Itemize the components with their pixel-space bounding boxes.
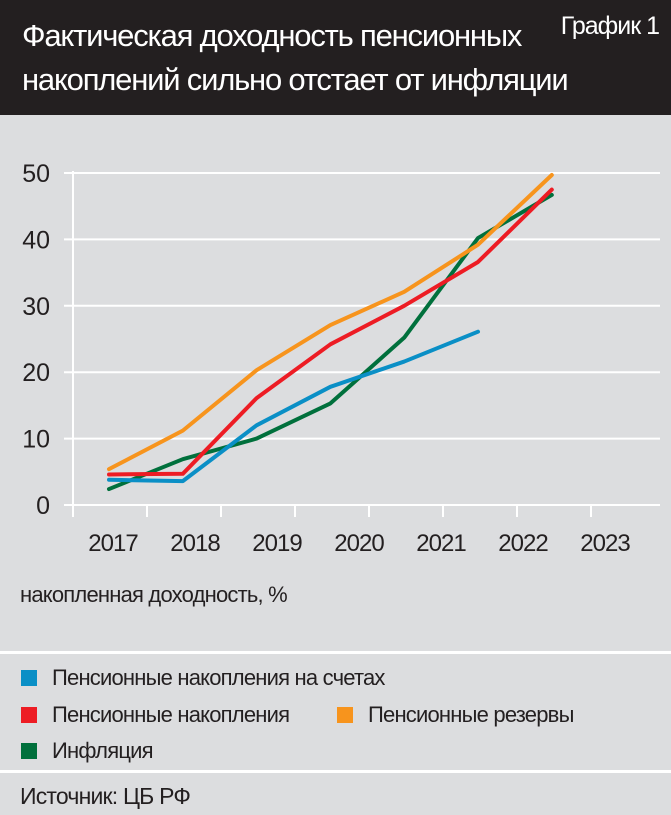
series-line-3: [107, 192, 554, 492]
divider: [0, 770, 671, 773]
legend-swatch: [21, 743, 37, 759]
legend-swatch: [337, 707, 353, 723]
legend-label: Пенсионные накопления: [52, 702, 290, 727]
legend-label: Пенсионные резервы: [368, 702, 574, 727]
chart-title: Фактическая доходность пенсионных накопл…: [22, 18, 569, 97]
source-note: Источник: ЦБ РФ: [20, 783, 191, 809]
x-tick-label: 2023: [580, 530, 630, 557]
x-tick-label: 2020: [334, 530, 384, 557]
series-line-2: [107, 172, 554, 472]
y-tick-label: 30: [22, 293, 50, 321]
x-tick-label: 2021: [416, 530, 466, 557]
legend-label: Инфляция: [52, 738, 154, 763]
x-tick-label: 2019: [252, 530, 302, 557]
y-tick-label: 50: [22, 160, 50, 188]
legend-item: Пенсионные накопления: [21, 702, 290, 728]
figure-label: График 1: [560, 12, 660, 40]
legend-swatch: [21, 670, 37, 686]
y-tick-label: 10: [22, 426, 50, 454]
series-line-1: [107, 187, 554, 477]
y-tick-label: 20: [22, 359, 50, 387]
divider: [0, 651, 671, 654]
series-line-0: [107, 329, 480, 484]
line-chart: 0 10 20 30 40 50 2017 2018 2019 2020 2021 2022 2023: [22, 160, 660, 557]
legend-item: Инфляция: [21, 738, 154, 764]
x-tick-label: 2022: [498, 530, 548, 557]
header-bar: Фактическая доходность пенсионных накопл…: [0, 0, 671, 115]
x-tick-label: 2017: [88, 530, 138, 557]
legend-label: Пенсионные накопления на счетах: [52, 665, 385, 690]
legend-item: Пенсионные накопления на счетах: [21, 665, 385, 691]
x-tick-label: 2018: [170, 530, 220, 557]
legend-swatch: [21, 707, 37, 723]
legend-item: Пенсионные резервы: [337, 702, 574, 728]
y-axis-label: накопленная доходность, %: [20, 582, 288, 607]
y-tick-label: 40: [22, 226, 50, 254]
y-tick-label: 0: [36, 492, 50, 520]
